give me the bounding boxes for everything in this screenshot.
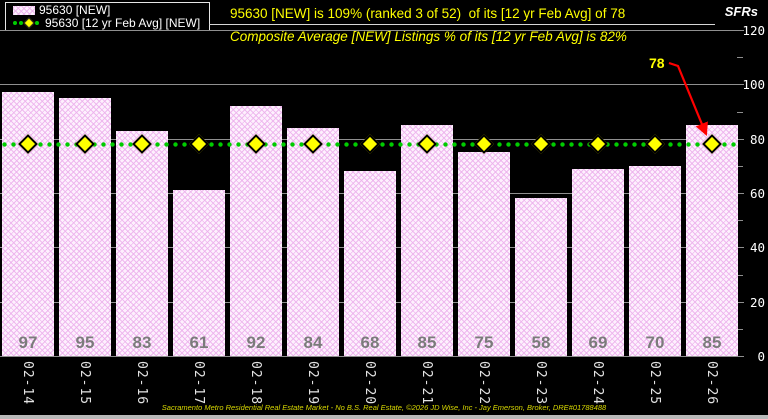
avg-marker-icon — [474, 134, 494, 154]
bar-value-label: 85 — [417, 333, 437, 352]
y-tick-label: 60 — [749, 186, 765, 201]
bar-value-label: 69 — [588, 333, 608, 352]
bar[interactable]: 84 — [287, 127, 339, 356]
plot-area: 97 95 83 61 92 84 68 85 75 58 69 70 85 — [0, 30, 744, 357]
bar-value-label: 83 — [132, 333, 152, 352]
title-separator — [209, 24, 715, 25]
y-minor-tick — [737, 328, 743, 330]
gridline — [0, 356, 744, 357]
average-callout-label: 78 — [649, 55, 665, 71]
y-minor-tick — [737, 274, 743, 276]
bar-value-label: 61 — [189, 333, 209, 352]
x-tick-label: 02-21 — [419, 361, 434, 406]
y-minor-tick — [737, 220, 743, 222]
x-tick-label: 02-16 — [134, 361, 149, 406]
legend-item-new[interactable]: 95630 [NEW] — [13, 3, 209, 17]
avg-marker-icon — [645, 134, 665, 154]
legend: 95630 [NEW] 95630 [12 yr Feb Avg] [NEW] — [5, 2, 210, 31]
avg-marker-icon — [360, 134, 380, 154]
x-tick-label: 02-23 — [533, 361, 548, 406]
bar-value-label: 75 — [474, 333, 494, 352]
bar[interactable]: 58 — [515, 198, 567, 356]
gridline — [0, 84, 744, 86]
bar-value-label: 70 — [645, 333, 665, 352]
gridline — [0, 30, 744, 31]
window-bottom-edge — [0, 415, 768, 419]
legend-item-avg[interactable]: 95630 [12 yr Feb Avg] [NEW] — [13, 16, 209, 30]
avg-marker-icon — [531, 134, 551, 154]
bar-value-label: 84 — [303, 333, 323, 352]
legend-item-label: 95630 [NEW] — [39, 3, 111, 17]
x-tick-label: 02-25 — [647, 361, 662, 406]
bar-value-label: 95 — [75, 333, 95, 352]
x-tick-label: 02-22 — [476, 361, 491, 406]
chart-title: 95630 [NEW] is 109% (ranked 3 of 52) of … — [230, 6, 626, 21]
bar-value-label: 85 — [702, 333, 722, 352]
x-tick-label: 02-15 — [77, 361, 92, 406]
y-axis-units-label: SFRs — [724, 4, 758, 19]
x-tick-label: 02-24 — [590, 361, 605, 406]
bar[interactable]: 68 — [344, 171, 396, 356]
y-tick-label: 120 — [742, 23, 765, 38]
y-tick-label: 40 — [749, 240, 765, 256]
bar-value-label: 92 — [246, 333, 266, 352]
bar-value-label: 97 — [18, 333, 38, 352]
bar[interactable]: 85 — [401, 125, 453, 356]
x-tick-label: 02-14 — [20, 361, 35, 406]
y-tick-label: 80 — [749, 131, 765, 147]
avg-marker-icon — [588, 134, 608, 154]
y-tick-label: 20 — [749, 294, 765, 310]
y-minor-tick — [737, 57, 743, 59]
x-tick-label: 02-20 — [362, 361, 377, 406]
x-tick-label: 02-19 — [305, 361, 320, 406]
bar[interactable]: 69 — [572, 168, 624, 356]
chart-subtitle: Composite Average [NEW] Listings % of it… — [230, 29, 627, 44]
bar[interactable]: 83 — [116, 130, 168, 356]
bar-value-label: 58 — [531, 333, 551, 352]
bar[interactable]: 70 — [629, 165, 681, 356]
avg-line-swatch-icon — [13, 17, 41, 29]
x-tick-label: 02-26 — [704, 361, 719, 406]
bar[interactable]: 85 — [686, 125, 738, 356]
y-minor-tick — [737, 111, 743, 113]
x-tick-label: 02-17 — [191, 361, 206, 406]
y-tick-label: 100 — [742, 77, 765, 93]
bar[interactable]: 61 — [173, 190, 225, 356]
y-minor-tick — [737, 165, 743, 167]
y-tick-label: 0 — [757, 349, 765, 364]
legend-item-label: 95630 [12 yr Feb Avg] [NEW] — [45, 16, 201, 30]
bar-series-swatch-icon — [13, 5, 35, 15]
bar-value-label: 68 — [360, 333, 380, 352]
bar[interactable]: 97 — [2, 92, 54, 356]
footer-credit: Sacramento Metro Residential Real Estate… — [161, 403, 607, 412]
bar[interactable]: 75 — [458, 152, 510, 356]
avg-marker-icon — [189, 134, 209, 154]
x-tick-label: 02-18 — [248, 361, 263, 406]
